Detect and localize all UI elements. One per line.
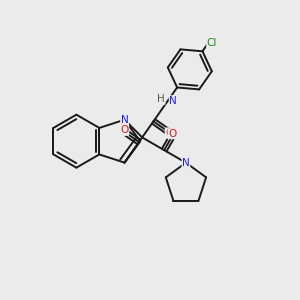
Text: N: N — [121, 115, 128, 125]
Text: Cl: Cl — [207, 38, 217, 48]
Text: N: N — [182, 158, 190, 168]
Text: N: N — [169, 96, 177, 106]
Text: O: O — [165, 128, 173, 138]
Text: H: H — [157, 94, 165, 104]
Text: O: O — [168, 129, 176, 139]
Text: O: O — [120, 125, 129, 135]
